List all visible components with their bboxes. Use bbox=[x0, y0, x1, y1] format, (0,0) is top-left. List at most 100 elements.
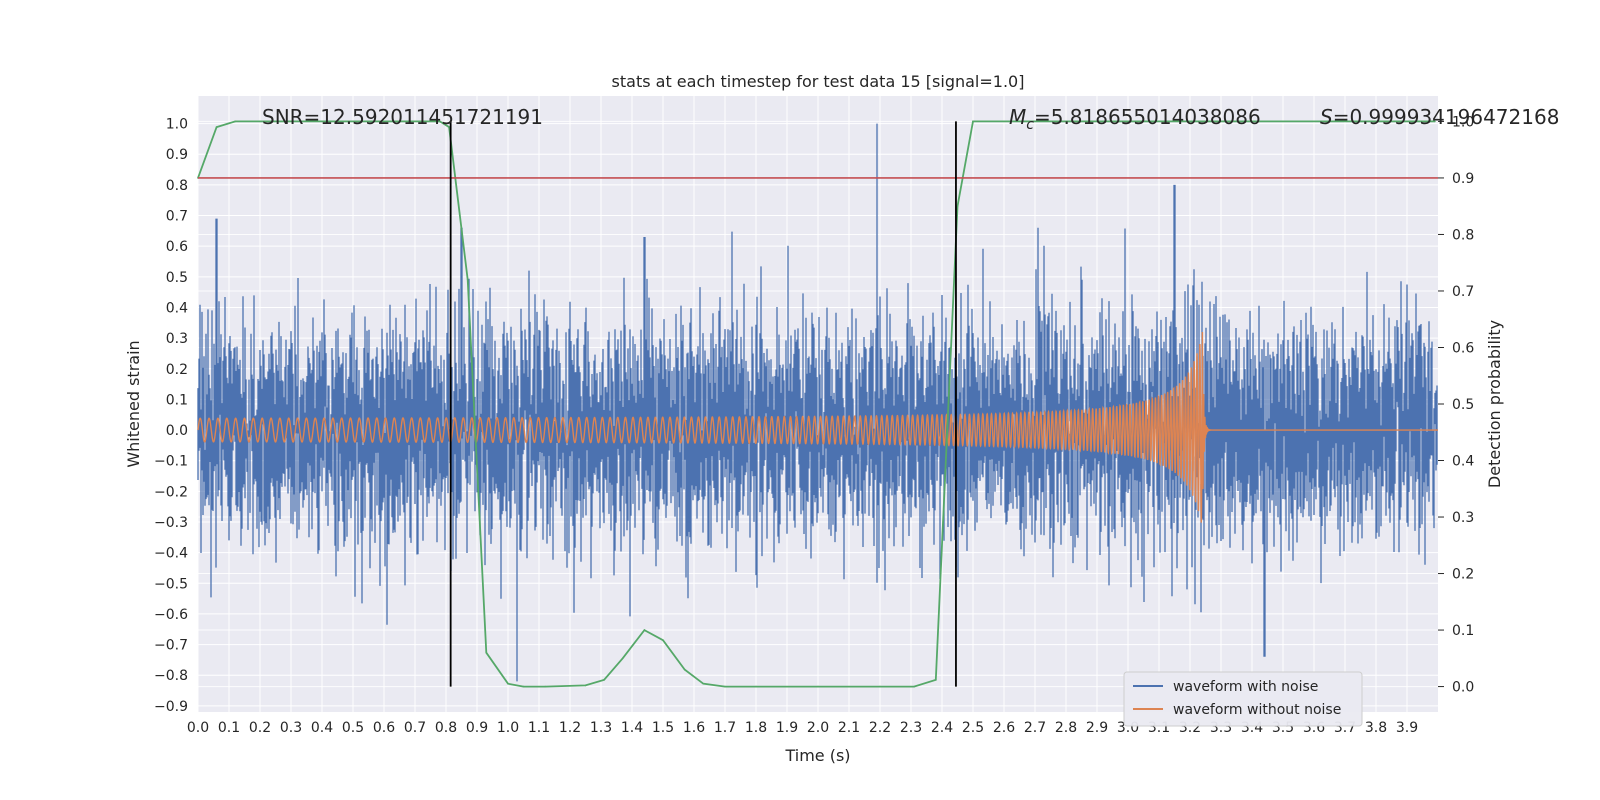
legend: waveform with noise waveform without noi… bbox=[1123, 671, 1363, 727]
y-tick-label: 0.8 bbox=[166, 178, 188, 194]
legend-label-clean: waveform without noise bbox=[1173, 702, 1341, 718]
probability-point bbox=[259, 120, 261, 123]
clean-trace bbox=[197, 331, 1438, 523]
x-tick-label: 1.6 bbox=[683, 720, 705, 736]
y-tick-label: 0.5 bbox=[166, 270, 188, 286]
x-tick-label: 1.0 bbox=[497, 720, 519, 736]
x-tick-label: 1.5 bbox=[652, 720, 674, 736]
y-tick-label: 0.1 bbox=[166, 392, 188, 408]
x-tick-label: 2.1 bbox=[838, 720, 860, 736]
y-tick-label: 0.2 bbox=[166, 362, 188, 378]
x-tick-label: 1.1 bbox=[528, 720, 550, 736]
y2-tick-labels: 1.0 0.9 0.8 0.7 0.6 0.5 0.4 0.3 0.2 0.1 0.0 bbox=[1438, 114, 1474, 696]
y2-tick-label: 0.5 bbox=[1452, 397, 1474, 413]
x-tick-label: 2.2 bbox=[869, 720, 891, 736]
x-tick-label: 2.4 bbox=[931, 720, 953, 736]
y-tick-label: 1.0 bbox=[166, 117, 188, 133]
y-tick-label: 0.9 bbox=[166, 147, 188, 163]
x-tick-label: 0.6 bbox=[373, 720, 395, 736]
probability-point bbox=[466, 278, 469, 281]
probability-point bbox=[879, 685, 881, 688]
x-tick-label: 1.2 bbox=[559, 720, 581, 736]
probability-point bbox=[643, 629, 646, 631]
mc-value: =5.818655014038086 bbox=[1034, 105, 1261, 129]
x-tick-label: 2.6 bbox=[993, 720, 1015, 736]
probability-point bbox=[724, 685, 726, 688]
x-tick-label: 1.9 bbox=[776, 720, 798, 736]
y-tick-label: −0.7 bbox=[154, 638, 188, 654]
probability-point bbox=[584, 684, 587, 687]
vertical-markers bbox=[449, 121, 957, 687]
x-tick-label: 0.9 bbox=[466, 720, 488, 736]
s-symbol: S bbox=[1320, 105, 1333, 129]
y2-tick-label: 0.9 bbox=[1452, 171, 1474, 187]
probability-point bbox=[956, 205, 959, 208]
s-annotation: S=0.999934196472168 bbox=[1320, 105, 1559, 129]
legend-box bbox=[1123, 671, 1363, 727]
x-axis-label: Time (s) bbox=[784, 746, 850, 765]
probability-point bbox=[755, 685, 757, 688]
y-tick-label: −0.1 bbox=[154, 454, 188, 470]
s-value: =0.999934196472168 bbox=[1333, 105, 1560, 129]
y2-tick-label: 0.6 bbox=[1452, 340, 1474, 356]
y-tick-label: 0.4 bbox=[166, 300, 188, 316]
y-tick-label: 0.3 bbox=[166, 331, 188, 347]
probability-point bbox=[234, 120, 236, 123]
y-tick-label: −0.2 bbox=[154, 484, 188, 500]
snr-annotation: SNR=12.592011451721191 bbox=[262, 105, 543, 129]
probability-point bbox=[702, 682, 705, 685]
x-tick-label: 1.4 bbox=[621, 720, 643, 736]
probability-point bbox=[544, 685, 546, 688]
series-waveform-without-noise bbox=[197, 331, 1438, 523]
y2-tick-label: 0.7 bbox=[1452, 284, 1474, 300]
y2-tick-label: 0.4 bbox=[1452, 454, 1474, 470]
probability-point bbox=[1282, 120, 1284, 123]
probability-point bbox=[1434, 120, 1436, 123]
x-tick-label: 3.8 bbox=[1365, 720, 1387, 736]
y-tick-label: −0.3 bbox=[154, 515, 188, 531]
probability-point bbox=[383, 120, 385, 123]
y-tick-label: −0.8 bbox=[154, 668, 188, 684]
mc-subscript: c bbox=[1026, 117, 1034, 133]
y-tick-labels: 1.0 0.9 0.8 0.7 0.6 0.5 0.4 0.3 0.2 0.1 0.0 −0.1 −0.… bbox=[154, 117, 188, 715]
y-tick-label: 0.0 bbox=[166, 423, 188, 439]
probability-point bbox=[507, 682, 509, 685]
probability-point bbox=[913, 685, 915, 688]
x-tick-label: 0.5 bbox=[342, 720, 364, 736]
probability-point bbox=[603, 678, 605, 681]
y-tick-label: −0.9 bbox=[154, 699, 188, 715]
x-tick-label: 2.9 bbox=[1086, 720, 1108, 736]
y2-tick-label: 0.2 bbox=[1452, 567, 1474, 583]
y2-axis-label: Detection probability bbox=[1485, 320, 1504, 488]
probability-point bbox=[935, 678, 937, 681]
probability-point bbox=[1003, 120, 1005, 123]
x-tick-label: 0.1 bbox=[218, 720, 240, 736]
y-tick-label: −0.5 bbox=[154, 576, 188, 592]
y2-tick-label: 1.0 bbox=[1452, 114, 1474, 130]
x-tick-label: 0.0 bbox=[187, 720, 209, 736]
probability-point bbox=[662, 639, 664, 642]
y2-tick-label: 0.0 bbox=[1452, 680, 1474, 696]
x-tick-label: 0.3 bbox=[280, 720, 302, 736]
y-tick-label: −0.4 bbox=[154, 546, 188, 562]
x-tick-label: 2.3 bbox=[900, 720, 922, 736]
y-tick-label: 0.7 bbox=[166, 209, 188, 225]
x-tick-label: 2.5 bbox=[962, 720, 984, 736]
probability-point bbox=[321, 120, 323, 123]
x-tick-label: 0.4 bbox=[311, 720, 333, 736]
x-tick-label: 0.8 bbox=[435, 720, 457, 736]
series-detection-probability bbox=[197, 120, 1436, 688]
x-tick-label: 2.7 bbox=[1024, 720, 1046, 736]
probability-point bbox=[683, 668, 686, 671]
probability-point bbox=[621, 657, 624, 660]
x-tick-label: 2.8 bbox=[1055, 720, 1077, 736]
probability-point bbox=[522, 685, 525, 688]
probability-point bbox=[448, 126, 450, 128]
y-tick-label: 0.6 bbox=[166, 239, 188, 255]
mc-annotation: Mc=5.818655014038086 bbox=[1009, 105, 1261, 133]
probability-point bbox=[215, 126, 218, 128]
x-tick-label: 0.2 bbox=[249, 720, 271, 736]
chart-title: stats at each timestep for test data 15 … bbox=[612, 72, 1025, 91]
probability-point bbox=[1127, 120, 1129, 123]
